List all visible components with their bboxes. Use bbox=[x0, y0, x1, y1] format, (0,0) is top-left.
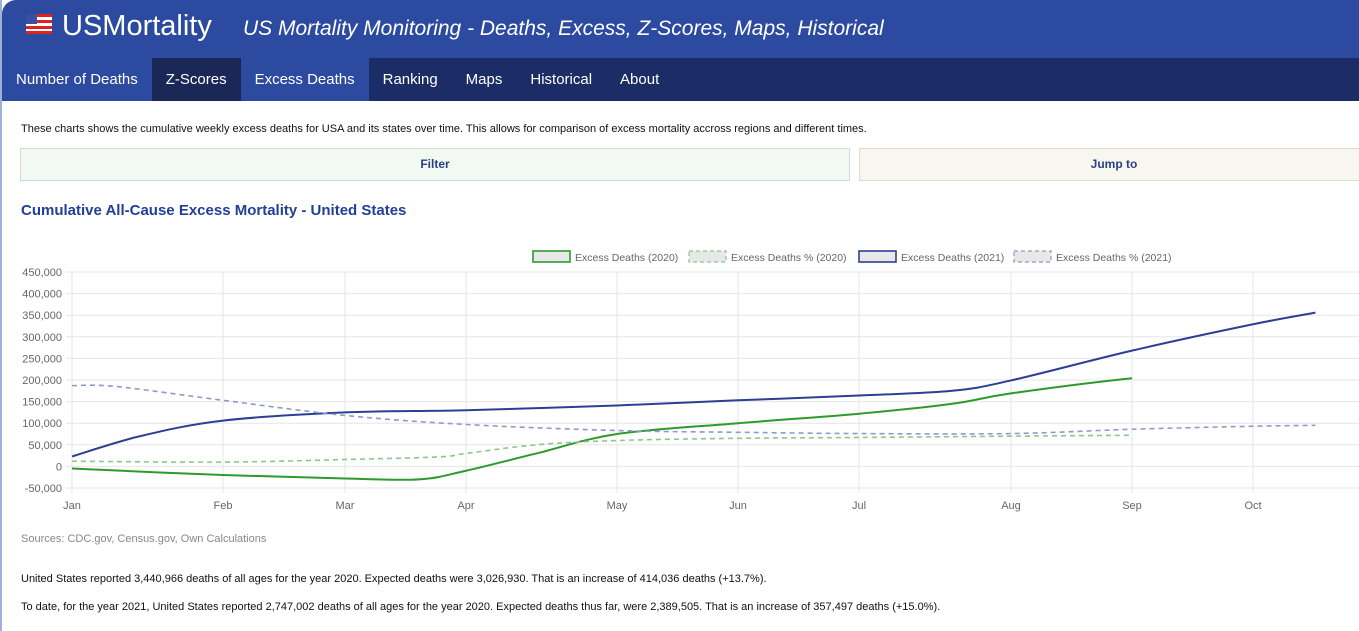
x-tick-label: Apr bbox=[457, 500, 474, 512]
x-tick-label: Jan bbox=[63, 500, 81, 512]
x-tick-label: Feb bbox=[214, 500, 233, 512]
y-tick-label: 100,000 bbox=[22, 418, 62, 430]
y-tick-label: 400,000 bbox=[22, 289, 62, 301]
site-header: USMortality US Mortality Monitoring - De… bbox=[2, 0, 1359, 58]
summary-2021: To date, for the year 2021, United State… bbox=[21, 601, 941, 613]
x-tick-label: Sep bbox=[1122, 500, 1142, 512]
y-tick-label: 450,000 bbox=[22, 267, 62, 279]
nav-about[interactable]: About bbox=[620, 71, 660, 88]
legend-label: Excess Deaths (2020) bbox=[575, 252, 678, 264]
legend-swatch bbox=[688, 250, 727, 263]
nav-historical[interactable]: Historical bbox=[530, 71, 593, 88]
sources-note: Sources: CDC.gov, Census.gov, Own Calcul… bbox=[21, 533, 267, 545]
site-tagline: US Mortality Monitoring - Deaths, Excess… bbox=[243, 17, 884, 40]
nav-z-scores[interactable]: Z-Scores bbox=[151, 58, 241, 101]
legend-swatch bbox=[532, 250, 571, 263]
y-tick-label: 200,000 bbox=[22, 375, 62, 387]
brand-logo[interactable]: USMortality bbox=[62, 10, 212, 42]
main-nav: Number of Deaths Z-Scores Excess Deaths … bbox=[2, 58, 1359, 101]
series-line-1 bbox=[71, 434, 1133, 463]
nav-excess-deaths[interactable]: Excess Deaths bbox=[240, 58, 369, 101]
us-flag-icon bbox=[26, 14, 52, 34]
summary-2020: United States reported 3,440,966 deaths … bbox=[21, 573, 767, 585]
legend-label: Excess Deaths % (2021) bbox=[1056, 252, 1172, 264]
y-tick-label: -50,000 bbox=[25, 483, 62, 495]
y-tick-label: 0 bbox=[56, 461, 62, 473]
excess-mortality-chart: 450,000 400,000 350,000 300,000 250,000 200,0… bbox=[22, 250, 1359, 512]
x-tick-label: Jul bbox=[852, 500, 866, 512]
filter-button[interactable]: Filter bbox=[20, 148, 850, 181]
y-tick-label: 300,000 bbox=[22, 332, 62, 344]
series-line-3 bbox=[71, 384, 1316, 435]
y-tick-label: 150,000 bbox=[22, 397, 62, 409]
nav-number-of-deaths[interactable]: Number of Deaths bbox=[2, 58, 152, 101]
intro-text: These charts shows the cumulative weekly… bbox=[21, 123, 867, 135]
legend-swatch bbox=[1013, 250, 1052, 263]
nav-maps[interactable]: Maps bbox=[465, 71, 503, 88]
x-tick-label: Aug bbox=[1001, 500, 1021, 512]
nav-ranking[interactable]: Ranking bbox=[382, 71, 438, 88]
legend-label: Excess Deaths % (2020) bbox=[731, 252, 847, 264]
y-tick-label: 50,000 bbox=[28, 440, 62, 452]
series-line-2 bbox=[71, 311, 1316, 458]
x-tick-label: May bbox=[607, 500, 628, 512]
legend-label: Excess Deaths (2021) bbox=[901, 252, 1004, 264]
series-line-0 bbox=[71, 377, 1133, 481]
x-tick-label: Oct bbox=[1244, 500, 1261, 512]
legend-swatch bbox=[858, 250, 897, 263]
jump-to-button[interactable]: Jump to bbox=[859, 148, 1359, 181]
y-tick-label: 250,000 bbox=[22, 353, 62, 365]
chart-title: Cumulative All-Cause Excess Mortality - … bbox=[21, 202, 407, 219]
y-tick-label: 350,000 bbox=[22, 310, 62, 322]
x-tick-label: Jun bbox=[729, 500, 747, 512]
x-tick-label: Mar bbox=[336, 500, 355, 512]
